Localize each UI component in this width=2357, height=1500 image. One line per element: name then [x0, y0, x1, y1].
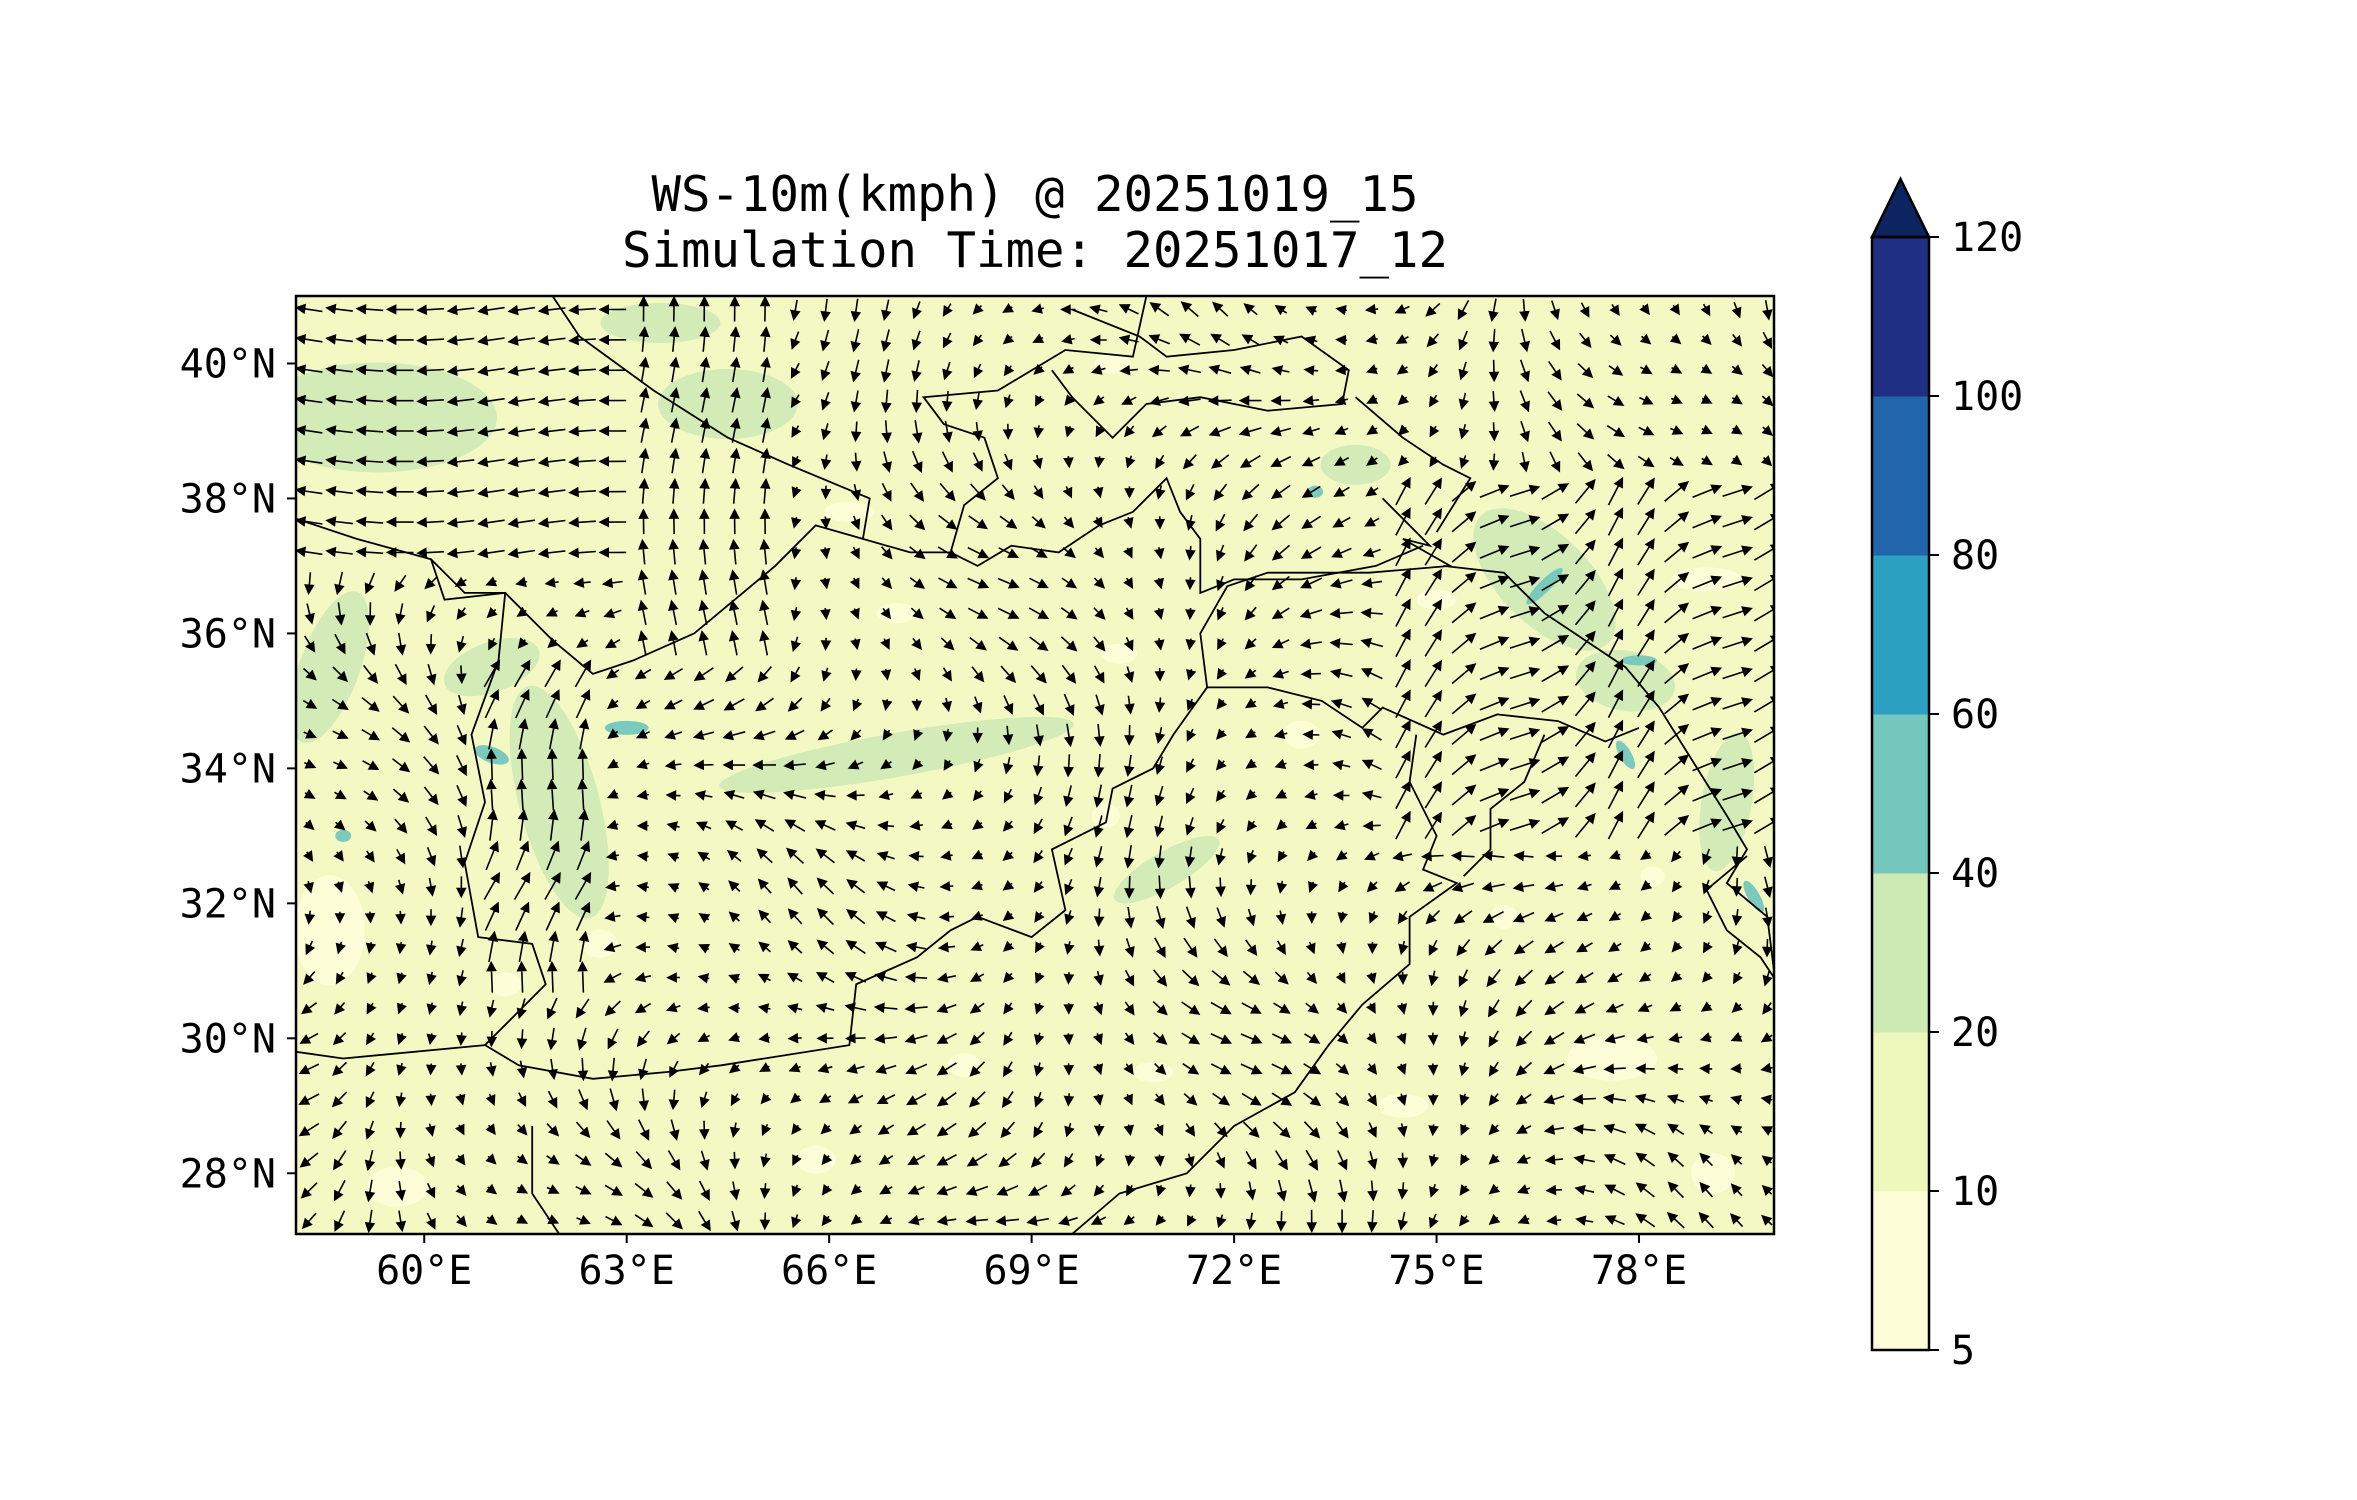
lon-tick-label: 75°E [1388, 1248, 1484, 1294]
lon-tick-label: 66°E [781, 1248, 877, 1294]
wind-speed-patch [719, 716, 1074, 793]
colorbar-segment [1872, 1191, 1929, 1351]
map-plot-area [294, 294, 1776, 1236]
colorbar-label: 60 [1951, 692, 1999, 738]
wind-speed-patch [1691, 1153, 1736, 1194]
wind-speed-patch [1490, 904, 1519, 929]
wind-speed-patch [1526, 567, 1563, 605]
lon-tick-label: 60°E [376, 1248, 472, 1294]
colorbar-label: 40 [1951, 851, 1999, 897]
wind-speed-patch [1377, 1093, 1428, 1118]
colorbar-label: 80 [1951, 533, 1999, 579]
lat-tick-label: 34°N [180, 746, 276, 792]
wind-speed-shading [296, 302, 1765, 1207]
lon-tick-label: 69°E [983, 1248, 1079, 1294]
map-title: WS-10m(kmph) @ 20251019_15 [651, 166, 1419, 223]
colorbar-segment [1872, 873, 1929, 1033]
colorbar-label: 10 [1951, 1169, 1999, 1215]
wind-speed-patch [443, 638, 540, 697]
colorbar-segment [1872, 237, 1929, 397]
border-line [1071, 734, 1459, 1234]
colorbar-label: 5 [1951, 1328, 1975, 1374]
wind-speed-patch [296, 362, 497, 473]
latitude-axis: 28°N 30°N 32°N 34°N 36°N 38°N 40°N [180, 341, 296, 1197]
colorbar-label: 100 [1951, 374, 2023, 420]
wind-speed-patch [1113, 835, 1220, 904]
lat-tick-label: 36°N [180, 611, 276, 657]
border-line [551, 296, 871, 540]
wind-speed-patch [1091, 803, 1120, 828]
wind-speed-patch [1320, 444, 1391, 485]
lat-tick-label: 32°N [180, 881, 276, 927]
wind-speed-patch [876, 603, 917, 624]
border-line [1462, 734, 1546, 877]
colorbar: 5 10 20 40 60 80 100 120 [1869, 176, 2023, 1374]
map-subtitle: Simulation Time: 20251017_12 [621, 222, 1448, 279]
map-frame [294, 294, 1776, 1236]
wind-speed-patch [600, 302, 721, 343]
wind-speed-patch [1671, 567, 1742, 592]
lat-tick-label: 28°N [180, 1151, 276, 1197]
wind-speed-patch [795, 1145, 836, 1174]
lon-tick-label: 72°E [1186, 1248, 1282, 1294]
wind-speed-patch [824, 501, 875, 522]
lon-tick-label: 78°E [1591, 1248, 1687, 1294]
wind-speed-patch [1101, 643, 1138, 664]
wind-speed-patch [657, 368, 798, 439]
colorbar-segment [1872, 396, 1929, 556]
border-line [296, 1044, 486, 1060]
wind-speed-patch [1283, 720, 1320, 749]
wind-speed-patch [335, 829, 352, 842]
wind-speed-patch [1567, 1036, 1658, 1081]
lon-tick-label: 63°E [579, 1248, 675, 1294]
wind-vectors [296, 296, 1774, 1234]
wind-speed-patch [1743, 880, 1765, 913]
colorbar-segment [1872, 1032, 1929, 1192]
wind-speed-patch [1699, 733, 1755, 872]
colorbar-frame [1870, 235, 1931, 1352]
wind-speed-patch [604, 720, 649, 735]
wind-speed-patch [1621, 655, 1658, 666]
wind-speed-patch [1133, 1062, 1174, 1083]
colorbar-segment [1872, 714, 1929, 874]
lat-tick-label: 30°N [180, 1016, 276, 1062]
wind-arrows [296, 296, 1774, 1234]
lat-tick-label: 40°N [180, 341, 276, 387]
border-line [1207, 686, 1640, 743]
border-line [430, 476, 1424, 675]
colorbar-label: 120 [1951, 215, 2023, 261]
colorbar-label: 20 [1951, 1010, 1999, 1056]
wind-speed-patch [509, 685, 609, 919]
wind-speed-patch [489, 972, 522, 997]
wind-speed-patch [1615, 740, 1636, 770]
wind-speed-patch [1640, 866, 1665, 887]
lat-tick-label: 38°N [180, 476, 276, 522]
wind-speed-patch [296, 875, 365, 986]
colorbar-extend-arrow [1869, 176, 1932, 239]
longitude-axis: 60°E 63°E 66°E 69°E 72°E 75°E 78°E [376, 1234, 1687, 1294]
wind-speed-patch [367, 1166, 428, 1207]
border-line [1705, 855, 1774, 979]
colorbar-segment [1872, 555, 1929, 715]
country-borders [296, 296, 1774, 1234]
